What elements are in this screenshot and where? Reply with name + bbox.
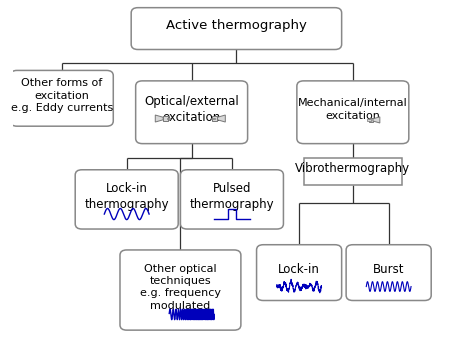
Bar bbox=[167, 118, 171, 119]
Polygon shape bbox=[373, 117, 380, 123]
FancyBboxPatch shape bbox=[10, 70, 113, 126]
Text: Vibrothermography: Vibrothermography bbox=[296, 162, 410, 175]
Text: Mechanical/internal
excitation: Mechanical/internal excitation bbox=[298, 98, 408, 121]
FancyBboxPatch shape bbox=[297, 81, 409, 144]
FancyBboxPatch shape bbox=[75, 170, 178, 229]
Polygon shape bbox=[155, 115, 163, 122]
FancyBboxPatch shape bbox=[120, 250, 241, 330]
Bar bbox=[211, 118, 215, 119]
Bar bbox=[213, 116, 218, 121]
Bar bbox=[367, 119, 371, 121]
Bar bbox=[304, 158, 402, 186]
Text: Other forms of
excitation
e.g. Eddy currents: Other forms of excitation e.g. Eddy curr… bbox=[11, 78, 113, 113]
Text: Active thermography: Active thermography bbox=[166, 19, 307, 32]
FancyBboxPatch shape bbox=[131, 8, 342, 49]
FancyBboxPatch shape bbox=[346, 245, 431, 301]
Text: Lock-in
thermography: Lock-in thermography bbox=[84, 182, 169, 211]
Text: Burst: Burst bbox=[373, 263, 404, 276]
FancyBboxPatch shape bbox=[257, 245, 342, 301]
Text: Pulsed
thermography: Pulsed thermography bbox=[189, 182, 274, 211]
Text: Lock-in: Lock-in bbox=[278, 263, 320, 276]
Bar bbox=[368, 118, 373, 122]
Polygon shape bbox=[218, 115, 225, 122]
Bar bbox=[163, 116, 168, 121]
Text: Other optical
techniques
e.g. frequency
modulated: Other optical techniques e.g. frequency … bbox=[140, 264, 221, 311]
FancyBboxPatch shape bbox=[180, 170, 284, 229]
Text: Optical/external
excitation: Optical/external excitation bbox=[144, 95, 239, 124]
FancyBboxPatch shape bbox=[136, 81, 248, 144]
